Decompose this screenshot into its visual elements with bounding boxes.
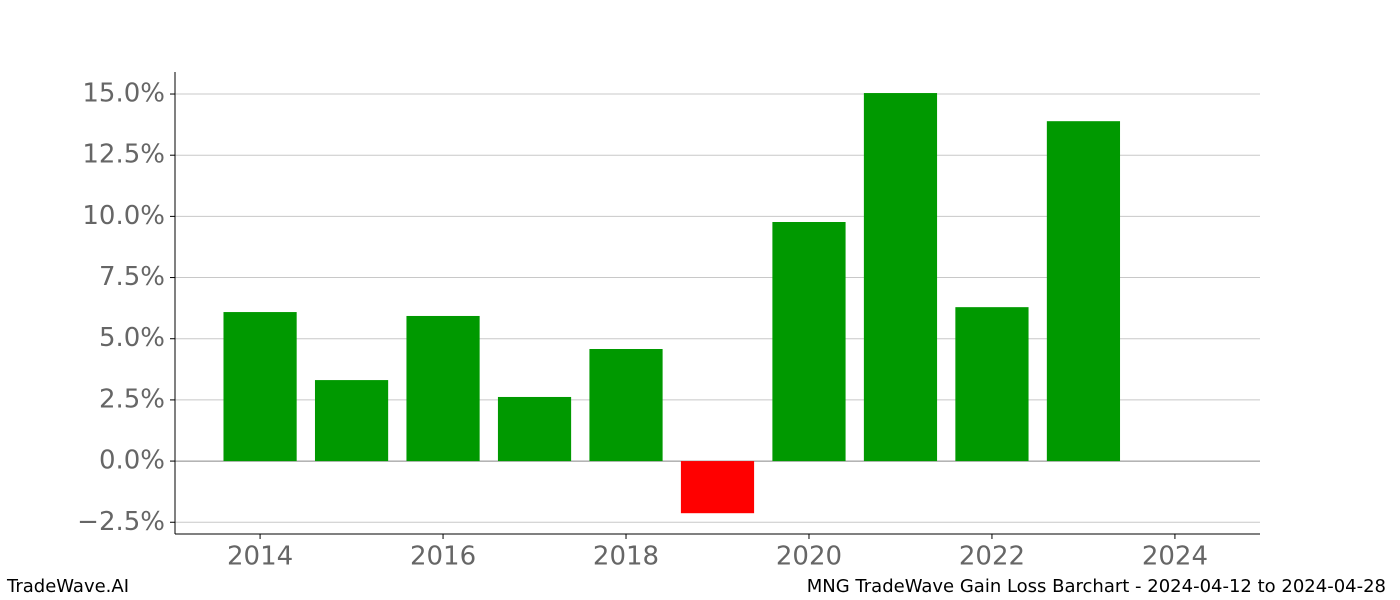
footer-left: TradeWave.AI: [6, 576, 129, 597]
y-tick-label: 5.0%: [99, 323, 165, 353]
y-tick-label: 12.5%: [82, 140, 165, 170]
bar: [1046, 121, 1121, 462]
x-tick-label: 2018: [593, 542, 659, 572]
y-tick-label: 15.0%: [82, 79, 165, 109]
bar: [680, 461, 755, 514]
bar: [863, 93, 938, 462]
bar: [223, 312, 297, 462]
y-tick-label: 2.5%: [99, 384, 165, 414]
bar: [314, 380, 389, 462]
x-tick-label: 2014: [227, 542, 293, 572]
x-tick-label: 2020: [776, 542, 842, 572]
y-tick-label: 7.5%: [99, 262, 165, 292]
x-tick-label: 2016: [410, 542, 476, 572]
x-tick-label: 2024: [1142, 542, 1208, 572]
footer-right: MNG TradeWave Gain Loss Barchart - 2024-…: [807, 576, 1386, 597]
y-tick-label: −2.5%: [77, 507, 165, 537]
y-tick-label: 0.0%: [99, 446, 165, 476]
bar: [772, 222, 846, 462]
bar: [589, 349, 663, 462]
x-tick-label: 2022: [959, 542, 1025, 572]
bar: [406, 315, 480, 462]
y-tick-label: 10.0%: [82, 201, 165, 231]
bar: [955, 307, 1029, 462]
bar: [497, 396, 572, 462]
